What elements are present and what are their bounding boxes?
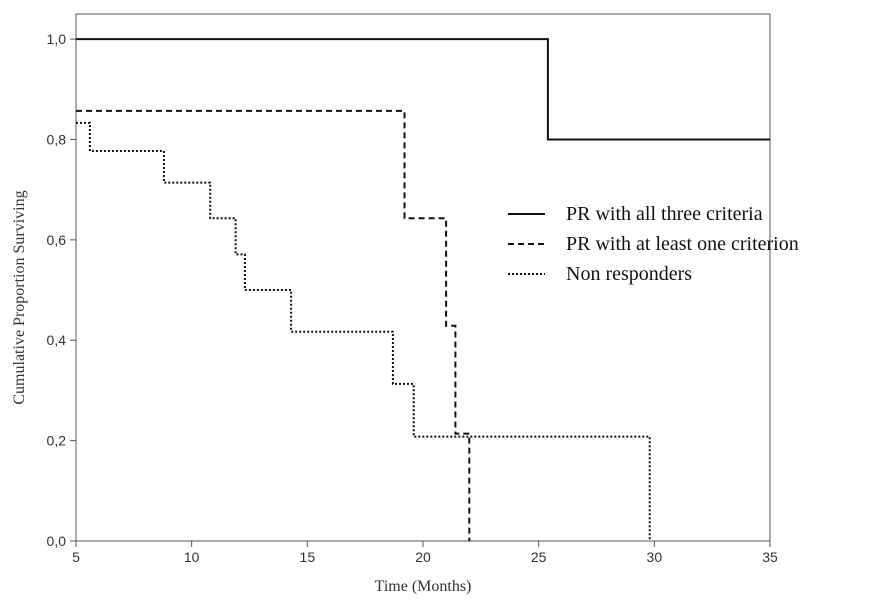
series-line-1 bbox=[76, 109, 471, 541]
y-tick-label: 1,0 bbox=[47, 31, 67, 47]
y-tick-label: 0,2 bbox=[47, 433, 67, 449]
y-axis-title: Cumulative Proportion Surviving bbox=[11, 190, 28, 404]
legend-label: Non responders bbox=[566, 263, 692, 285]
x-tick-label: 20 bbox=[415, 549, 431, 565]
x-tick-label: 5 bbox=[72, 549, 80, 565]
y-tick-label: 0,0 bbox=[47, 533, 67, 549]
series-line-0 bbox=[76, 38, 770, 141]
legend: PR with all three criteria PR with at lea… bbox=[508, 203, 799, 285]
series-lines bbox=[76, 38, 770, 541]
y-tick-label: 0,6 bbox=[47, 232, 67, 248]
x-tick-label: 25 bbox=[531, 549, 547, 565]
x-tick-label: 15 bbox=[300, 549, 316, 565]
legend-label: PR with at least one criterion bbox=[566, 233, 799, 255]
y-tick-label: 0,8 bbox=[47, 131, 67, 147]
x-tick-label: 35 bbox=[762, 549, 778, 565]
x-tick-label: 10 bbox=[184, 549, 200, 565]
x-axis-title: Time (Months) bbox=[375, 578, 472, 595]
series-line-2 bbox=[76, 121, 651, 541]
axis-ticks: 5 10 15 20 25 30 35 0,0 0,2 0,4 0,6 0,8 1,0 bbox=[47, 31, 778, 565]
y-tick-label: 0,4 bbox=[47, 332, 67, 348]
legend-label: PR with all three criteria bbox=[566, 203, 763, 225]
x-tick-label: 30 bbox=[647, 549, 663, 565]
